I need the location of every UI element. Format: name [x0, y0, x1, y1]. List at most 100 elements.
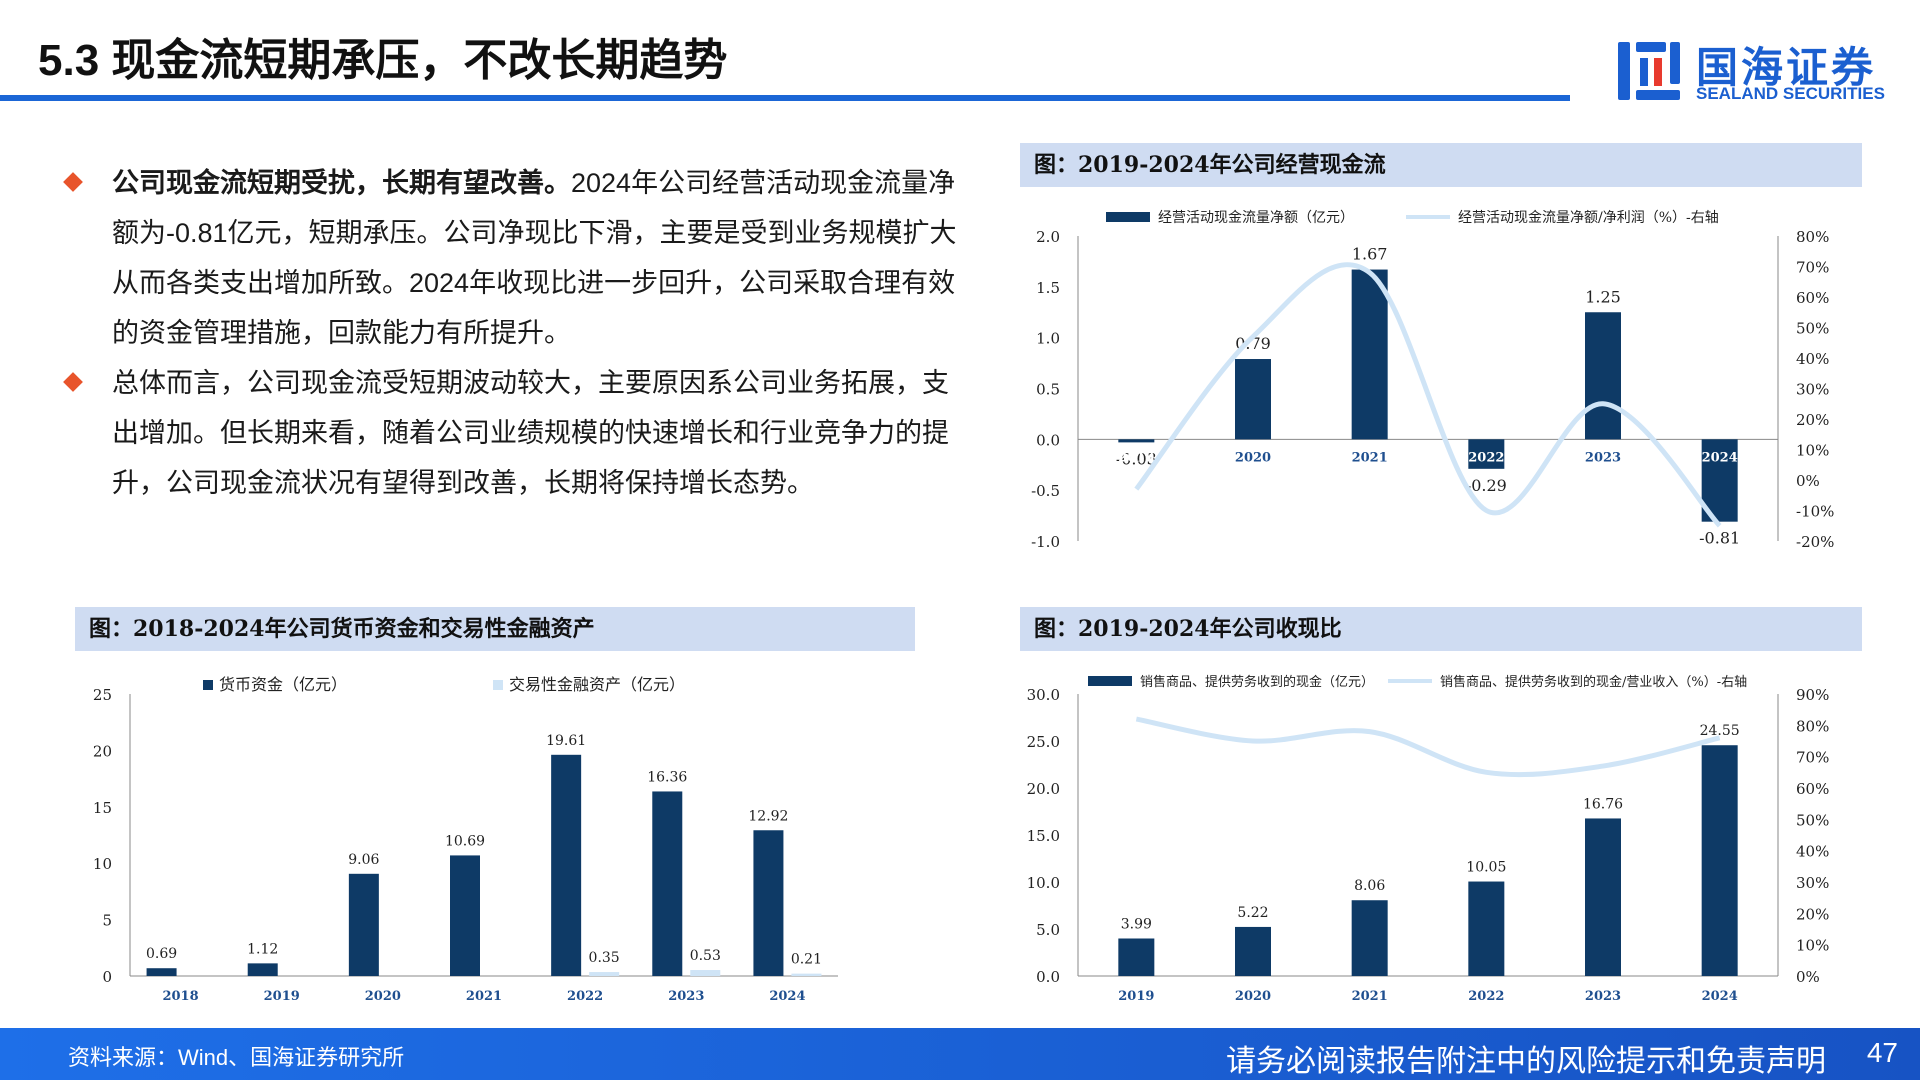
data-label: 5.22: [1237, 905, 1268, 921]
data-label: 16.76: [1583, 796, 1623, 812]
bar: [348, 873, 379, 976]
company-logo: 国海证券 SEALAND SECURITIES: [1614, 34, 1886, 110]
logo-english-text: SEALAND SECURITIES: [1696, 84, 1885, 103]
footer-bar: 资料来源：Wind、国海证券研究所 请务必阅读报告附注中的风险提示和免责声明 4…: [0, 1028, 1920, 1080]
bar: [1351, 900, 1388, 976]
chart-heading-cash-and-assets: 图：2018-2024年公司货币资金和交易性金融资产: [75, 607, 915, 651]
x-axis-tick-label: 2019: [264, 989, 300, 1004]
bar: [247, 963, 278, 976]
chart-heading-cash-collection-ratio: 图：2019-2024年公司收现比: [1020, 607, 1862, 651]
diamond-bullet-icon: [63, 172, 83, 192]
source-note: 资料来源：Wind、国海证券研究所: [68, 1045, 405, 1070]
y-axis-tick-label: 10: [93, 855, 112, 873]
bar: [1468, 881, 1505, 976]
x-axis-tick-label: 2024: [1702, 989, 1738, 1004]
logo-chinese-text: 国海证券: [1696, 44, 1877, 91]
x-axis-tick-label: 2022: [1468, 989, 1504, 1004]
data-label: 1.12: [247, 941, 278, 957]
bullet-bold-lead: 公司现金流短期受扰，长期有望改善。: [112, 168, 571, 198]
bar: [1118, 938, 1155, 976]
disclaimer-text: 请务必阅读报告附注中的风险提示和免责声明: [1226, 1045, 1826, 1078]
y2-axis-tick-label: 30%: [1796, 381, 1829, 399]
data-label: 10.69: [445, 833, 485, 849]
legend-swatch: [1088, 676, 1132, 686]
bullet-text: 2024年公司经营活动现金流量净额为-0.81亿元，短期承压。公司净现比下滑，主…: [112, 168, 957, 348]
y-axis-tick-label: -0.5: [1031, 482, 1060, 500]
legend-swatch: [203, 680, 213, 690]
data-label: 9.06: [348, 852, 379, 868]
legend-swatch: [1106, 212, 1150, 222]
bullet-list: 公司现金流短期受扰，长期有望改善。2024年公司经营活动现金流量净额为-0.81…: [60, 158, 960, 508]
x-axis-tick-label: 2019: [1118, 989, 1154, 1004]
y-axis-tick-label: 20: [93, 742, 112, 760]
bar: [551, 754, 582, 976]
bar: [690, 970, 721, 976]
chart-operating-cash-flow: 经营活动现金流量净额（亿元） 经营活动现金流量净额/净利润（%）-右轴 2.0 1.5…: [1031, 210, 1834, 551]
bar: [1468, 439, 1505, 469]
bar: [450, 855, 480, 976]
y-axis-tick-label: 1.5: [1036, 279, 1060, 297]
y2-axis-tick-label: 70%: [1796, 749, 1829, 767]
y2-axis-tick-label: -10%: [1796, 503, 1834, 521]
y-axis-tick-label: 25.0: [1027, 733, 1060, 751]
data-label: 1.67: [1352, 245, 1388, 264]
y-axis-tick-label: 15.0: [1027, 827, 1060, 845]
y-axis-tick-label: 5.0: [1036, 921, 1060, 939]
bar: [1351, 269, 1388, 440]
y2-axis-tick-label: 20%: [1796, 905, 1829, 923]
legend-label: 货币资金（亿元）: [219, 675, 347, 694]
bar: [652, 791, 683, 976]
legend-label: 经营活动现金流量净额/净利润（%）-右轴: [1458, 210, 1719, 226]
y-axis-tick-label: 0.0: [1036, 968, 1060, 986]
data-label: 8.06: [1354, 878, 1385, 894]
x-axis-tick-label: 2021: [1352, 989, 1388, 1004]
x-axis-tick-label: 2020: [1235, 989, 1271, 1004]
legend-label: 销售商品、提供劳务收到的现金/营业收入（%）-右轴: [1440, 674, 1747, 690]
title-divider: [0, 95, 1570, 101]
bar: [1701, 745, 1738, 976]
x-axis-tick-label: 2022: [1468, 450, 1504, 465]
y-axis-tick-label: 30.0: [1027, 686, 1060, 704]
x-axis-tick-label: 2021: [466, 989, 502, 1004]
y2-axis-tick-label: 0%: [1796, 472, 1820, 490]
y2-axis-tick-label: 40%: [1796, 350, 1829, 368]
series-line: [1134, 262, 1722, 528]
y2-axis-tick-label: 90%: [1796, 686, 1829, 704]
x-axis-tick-label: 2020: [365, 989, 401, 1004]
y2-axis-tick-label: 50%: [1796, 320, 1829, 338]
data-label: 1.25: [1585, 287, 1621, 306]
y-axis-tick-label: 10.0: [1027, 874, 1060, 892]
y2-axis-tick-label: 30%: [1796, 874, 1829, 892]
y2-axis-tick-label: -20%: [1796, 533, 1834, 551]
legend-swatch: [493, 680, 503, 690]
data-label: 24.55: [1700, 723, 1740, 739]
data-label: 19.61: [546, 733, 586, 749]
x-axis-tick-label: 2023: [1585, 989, 1621, 1004]
data-label: 12.92: [748, 808, 788, 824]
logo-mark-icon: [1618, 42, 1680, 100]
data-label: 3.99: [1121, 916, 1152, 932]
y2-axis-tick-label: 80%: [1796, 717, 1829, 735]
legend-label: 经营活动现金流量净额（亿元）: [1158, 210, 1354, 226]
y-axis-tick-label: -1.0: [1031, 533, 1060, 551]
y2-axis-tick-label: 10%: [1796, 442, 1829, 460]
y-axis-tick-label: 5: [102, 912, 112, 930]
diamond-bullet-icon: [63, 372, 83, 392]
page-number: 47: [1866, 1037, 1898, 1068]
bar: [1585, 818, 1621, 976]
y2-axis-tick-label: 70%: [1796, 259, 1829, 277]
data-label: 16.36: [647, 769, 687, 785]
bar: [791, 973, 822, 976]
x-axis-tick-label: 2023: [1585, 450, 1621, 465]
x-axis-tick-label: 2024: [769, 989, 805, 1004]
legend-label: 销售商品、提供劳务收到的现金（亿元）: [1140, 674, 1374, 690]
y2-axis-tick-label: 80%: [1796, 228, 1829, 246]
y2-axis-tick-label: 40%: [1796, 843, 1829, 861]
x-axis-tick-label: 2023: [668, 989, 704, 1004]
x-axis-tick-label: 2021: [1352, 450, 1388, 465]
y-axis-tick-label: 0.5: [1036, 381, 1060, 399]
bullet-item: 总体而言，公司现金流受短期波动较大，主要原因系公司业务拓展，支出增加。但长期来看…: [60, 358, 960, 508]
y-axis-tick-label: 0.0: [1036, 431, 1060, 449]
x-axis-tick-label: 2018: [162, 989, 198, 1004]
bar: [1585, 312, 1621, 440]
